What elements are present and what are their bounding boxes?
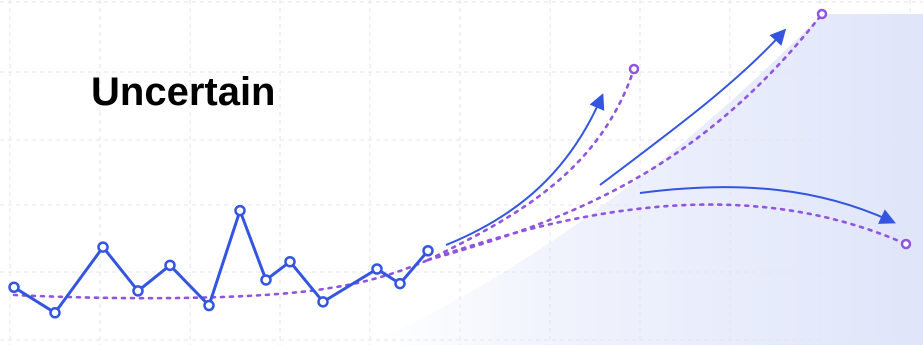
scenario-endpoint-moderate	[628, 63, 640, 75]
history-point	[8, 281, 20, 293]
history-point	[260, 274, 272, 286]
forecast-scenario-moderate	[426, 67, 636, 262]
upward-arrow-icon	[599, 28, 787, 186]
history-points	[8, 204, 434, 319]
baseline-trend-line	[12, 258, 430, 300]
history-point	[203, 299, 215, 312]
history-point	[49, 307, 61, 319]
history-point	[317, 296, 329, 308]
forecast-scenario-decline	[426, 203, 908, 262]
page-title: Uncertain	[91, 70, 276, 114]
history-point	[164, 259, 176, 272]
history-point	[97, 241, 109, 253]
scenario-endpoint-decline	[900, 238, 912, 250]
rightward-arrow-icon	[639, 186, 896, 224]
history-point	[422, 245, 434, 257]
scenario-endpoint-rapid	[816, 8, 828, 20]
history-point	[132, 285, 144, 297]
uncertainty-cone	[375, 14, 923, 345]
history-point	[284, 255, 296, 268]
history-point	[394, 277, 406, 290]
history-point	[371, 263, 383, 275]
history-point	[234, 204, 246, 217]
forecast-scenario-rapid	[426, 12, 824, 262]
upward-arrow-icon	[445, 93, 605, 246]
